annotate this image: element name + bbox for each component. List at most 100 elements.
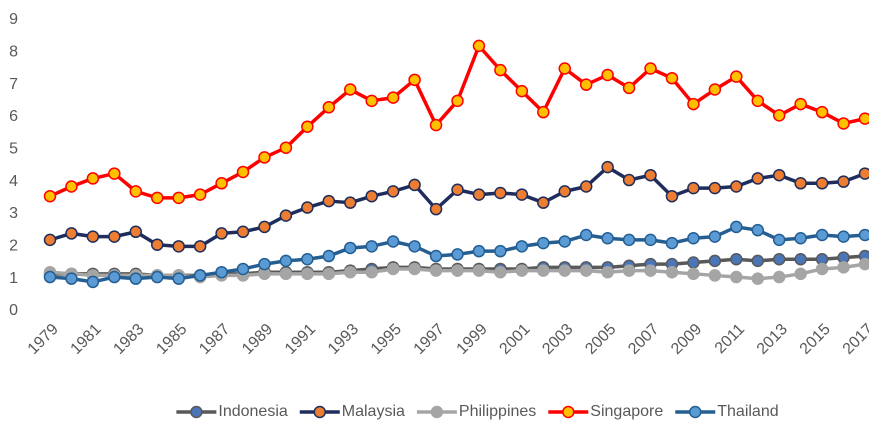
data-point [280, 255, 291, 266]
data-point [409, 74, 420, 85]
data-point [602, 267, 613, 278]
data-point [409, 179, 420, 190]
data-point [581, 181, 592, 192]
data-point [752, 225, 763, 236]
data-point [666, 191, 677, 202]
data-point [731, 221, 742, 232]
y-tick-label: 9 [9, 11, 18, 28]
data-point [238, 263, 249, 274]
data-point [795, 99, 806, 110]
data-point [345, 242, 356, 253]
data-point [302, 254, 313, 265]
legend-marker [563, 407, 574, 418]
data-point [709, 183, 720, 194]
x-tick-label: 1979 [25, 321, 62, 358]
data-point [495, 187, 506, 198]
data-point [666, 267, 677, 278]
data-point [195, 189, 206, 200]
x-tick-label: 2015 [797, 321, 834, 358]
legend-marker [690, 407, 701, 418]
data-point [752, 255, 763, 266]
data-point [431, 204, 442, 215]
data-point [666, 73, 677, 84]
legend-marker [314, 407, 325, 418]
data-point [109, 272, 120, 283]
data-point [645, 63, 656, 74]
data-point [323, 196, 334, 207]
legend-label: Indonesia [218, 403, 287, 420]
x-tick-label: 1981 [68, 321, 105, 358]
x-tick-label: 2011 [712, 321, 748, 357]
x-tick-label: 1991 [282, 321, 319, 358]
x-tick-label: 2013 [754, 321, 791, 358]
y-tick-label: 2 [9, 238, 18, 255]
data-point [109, 231, 120, 242]
data-point [388, 186, 399, 197]
x-tick-label: 1987 [196, 321, 233, 358]
data-point [688, 268, 699, 279]
data-point [452, 249, 463, 260]
data-point [388, 236, 399, 247]
data-point [323, 102, 334, 113]
series-line [50, 167, 865, 246]
data-point [774, 110, 785, 121]
data-point [581, 79, 592, 90]
data-point [624, 234, 635, 245]
data-point [280, 210, 291, 221]
data-point [195, 241, 206, 252]
data-point [624, 175, 635, 186]
y-tick-label: 8 [9, 44, 18, 61]
data-point [259, 259, 270, 270]
data-point [431, 251, 442, 262]
x-tick-label: 1995 [368, 321, 405, 358]
x-tick-label: 1997 [411, 321, 448, 358]
data-point [688, 257, 699, 268]
data-point [495, 246, 506, 257]
data-point [860, 168, 869, 179]
data-point [473, 189, 484, 200]
y-tick-label: 1 [9, 270, 18, 287]
data-point [152, 272, 163, 283]
data-point [752, 273, 763, 284]
data-point [645, 234, 656, 245]
data-point [66, 181, 77, 192]
data-point [87, 231, 98, 242]
data-point [538, 265, 549, 276]
data-point [409, 241, 420, 252]
data-point [516, 189, 527, 200]
data-point [860, 230, 869, 241]
data-point [473, 265, 484, 276]
data-point [709, 84, 720, 95]
data-point [87, 173, 98, 184]
data-point [323, 251, 334, 262]
data-point [280, 142, 291, 153]
data-point [838, 262, 849, 273]
data-point [774, 272, 785, 283]
series-line [50, 46, 865, 198]
data-point [366, 267, 377, 278]
data-point [795, 254, 806, 265]
data-point [323, 268, 334, 279]
data-point [752, 173, 763, 184]
data-point [795, 233, 806, 244]
data-point [130, 273, 141, 284]
data-point [259, 152, 270, 163]
data-point [216, 228, 227, 239]
x-tick-label: 1989 [239, 321, 276, 358]
data-point [602, 233, 613, 244]
data-point [559, 186, 570, 197]
data-point [624, 82, 635, 93]
data-point [452, 184, 463, 195]
data-point [431, 120, 442, 131]
data-point [345, 197, 356, 208]
x-tick-label: 2003 [539, 321, 576, 358]
data-point [473, 246, 484, 257]
data-point [152, 239, 163, 250]
data-point [452, 265, 463, 276]
data-point [559, 236, 570, 247]
data-point [238, 226, 249, 237]
data-point [516, 241, 527, 252]
data-point [731, 254, 742, 265]
